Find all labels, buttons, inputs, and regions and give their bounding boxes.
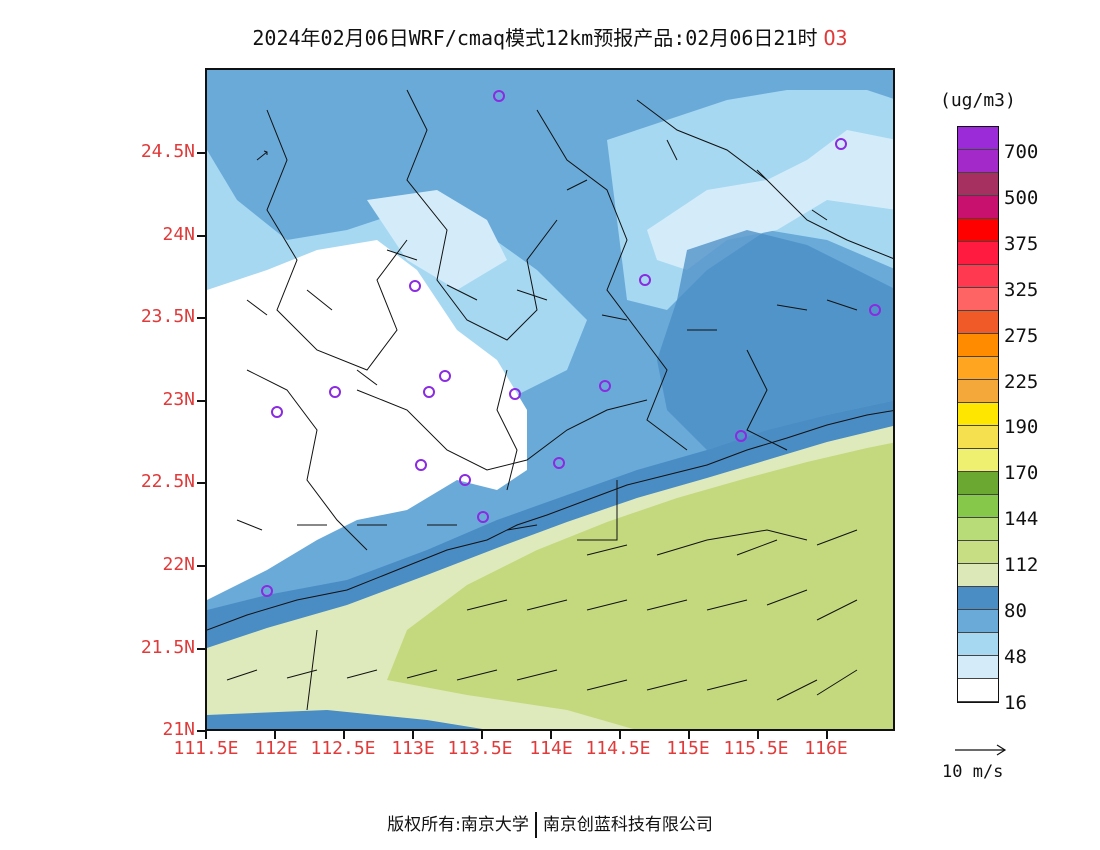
colorbar-segment (958, 518, 998, 541)
y-label: 22N (162, 554, 195, 575)
colorbar-label: 144 (1004, 508, 1039, 530)
monitoring-stations (261, 90, 881, 597)
colorbar-label: 275 (1004, 325, 1039, 347)
copyright-right: 南京创蓝科技有限公司 (542, 815, 713, 835)
white-region (207, 240, 527, 600)
colorbar-segment (958, 656, 998, 679)
x-tick (412, 731, 414, 739)
x-tick (550, 731, 552, 739)
y-label: 22.5N (140, 471, 195, 492)
y-tick (197, 730, 205, 732)
colorbar-label: 375 (1004, 233, 1039, 255)
y-tick (197, 482, 205, 484)
green-sea-region (387, 442, 893, 729)
footer-divider (534, 812, 537, 838)
east-dark-blue (657, 230, 893, 450)
y-tick (197, 235, 205, 237)
colorbar-segment (958, 633, 998, 656)
y-label: 23.5N (140, 306, 195, 327)
wind-arrows (226, 139, 858, 701)
x-tick (826, 731, 828, 739)
colorbar-segment (958, 472, 998, 495)
y-tick (197, 400, 205, 402)
colorbar-label: 112 (1004, 554, 1039, 576)
colorbar-segment (958, 380, 998, 403)
colorbar-segment (958, 587, 998, 610)
y-tick (197, 565, 205, 567)
x-label: 111.5E (173, 738, 239, 759)
title-text: 2024年02月06日WRF/cmaq模式12km预报产品:02月06日21时 (252, 26, 818, 50)
colorbar-segment (958, 541, 998, 564)
x-label: 115E (666, 738, 710, 759)
colorbar-segment (958, 242, 998, 265)
x-tick (481, 731, 483, 739)
colorbar-label: 16 (1004, 692, 1027, 714)
coastal-blue-band (207, 400, 893, 648)
x-label: 114.5E (585, 738, 651, 759)
lightest-blue-ne (647, 130, 893, 270)
colorbar-unit: (ug/m3) (940, 90, 1016, 111)
white-region-north (367, 190, 507, 290)
x-tick (619, 731, 621, 739)
x-tick (343, 731, 345, 739)
colorbar-segment (958, 449, 998, 472)
map-title: 2024年02月06日WRF/cmaq模式12km预报产品:02月06日21时 O… (0, 22, 1100, 51)
colorbar-label: 500 (1004, 187, 1039, 209)
x-label: 113E (391, 738, 435, 759)
colorbar-segment (958, 403, 998, 426)
species-label: O3 (823, 26, 848, 50)
south-blue-strip (207, 710, 483, 729)
x-tick (688, 731, 690, 739)
y-tick (197, 648, 205, 650)
x-tick (757, 731, 759, 739)
colorbar-segment (958, 564, 998, 587)
admin-boundaries (207, 89, 893, 711)
colorbar-segment (958, 679, 998, 702)
colorbar-segment (958, 311, 998, 334)
reference-arrow-icon (955, 744, 1007, 756)
wind-scale-label: 10 m/s (942, 762, 1004, 782)
colorbar-segment (958, 173, 998, 196)
y-tick (197, 317, 205, 319)
copyright-footer: 版权所有:南京大学 南京创蓝科技有限公司 (0, 810, 1100, 838)
y-label: 23N (162, 389, 195, 410)
colorbar-label: 325 (1004, 279, 1039, 301)
copyright-left: 版权所有:南京大学 (387, 815, 529, 835)
colorbar-segment (958, 127, 998, 150)
colorbar-segment (958, 610, 998, 633)
colorbar-segment (958, 219, 998, 242)
colorbar-label: 170 (1004, 462, 1039, 484)
colorbar-label: 190 (1004, 416, 1039, 438)
x-label: 116E (804, 738, 848, 759)
colorbar-label: 225 (1004, 371, 1039, 393)
colorbar-label: 48 (1004, 646, 1027, 668)
colorbar-segment (958, 495, 998, 518)
y-label: 24N (162, 224, 195, 245)
y-label: 24.5N (140, 141, 195, 162)
colorbar (957, 126, 999, 703)
colorbar-segment (958, 334, 998, 357)
map-field (207, 70, 893, 729)
y-label: 21N (162, 719, 195, 740)
y-tick (197, 152, 205, 154)
colorbar-label: 700 (1004, 141, 1039, 163)
x-label: 113.5E (447, 738, 513, 759)
colorbar-segment (958, 357, 998, 380)
colorbar-segment (958, 265, 998, 288)
x-tick (205, 731, 207, 739)
colorbar-label: 80 (1004, 600, 1027, 622)
colorbar-segment (958, 150, 998, 173)
colorbar-segment (958, 288, 998, 311)
colorbar-segment (958, 426, 998, 449)
o3-concentration-map[interactable] (205, 68, 895, 731)
x-label: 114E (529, 738, 573, 759)
x-label: 115.5E (723, 738, 789, 759)
x-tick (274, 731, 276, 739)
x-label: 112E (254, 738, 298, 759)
y-label: 21.5N (140, 637, 195, 658)
x-label: 112.5E (310, 738, 376, 759)
colorbar-segment (958, 196, 998, 219)
